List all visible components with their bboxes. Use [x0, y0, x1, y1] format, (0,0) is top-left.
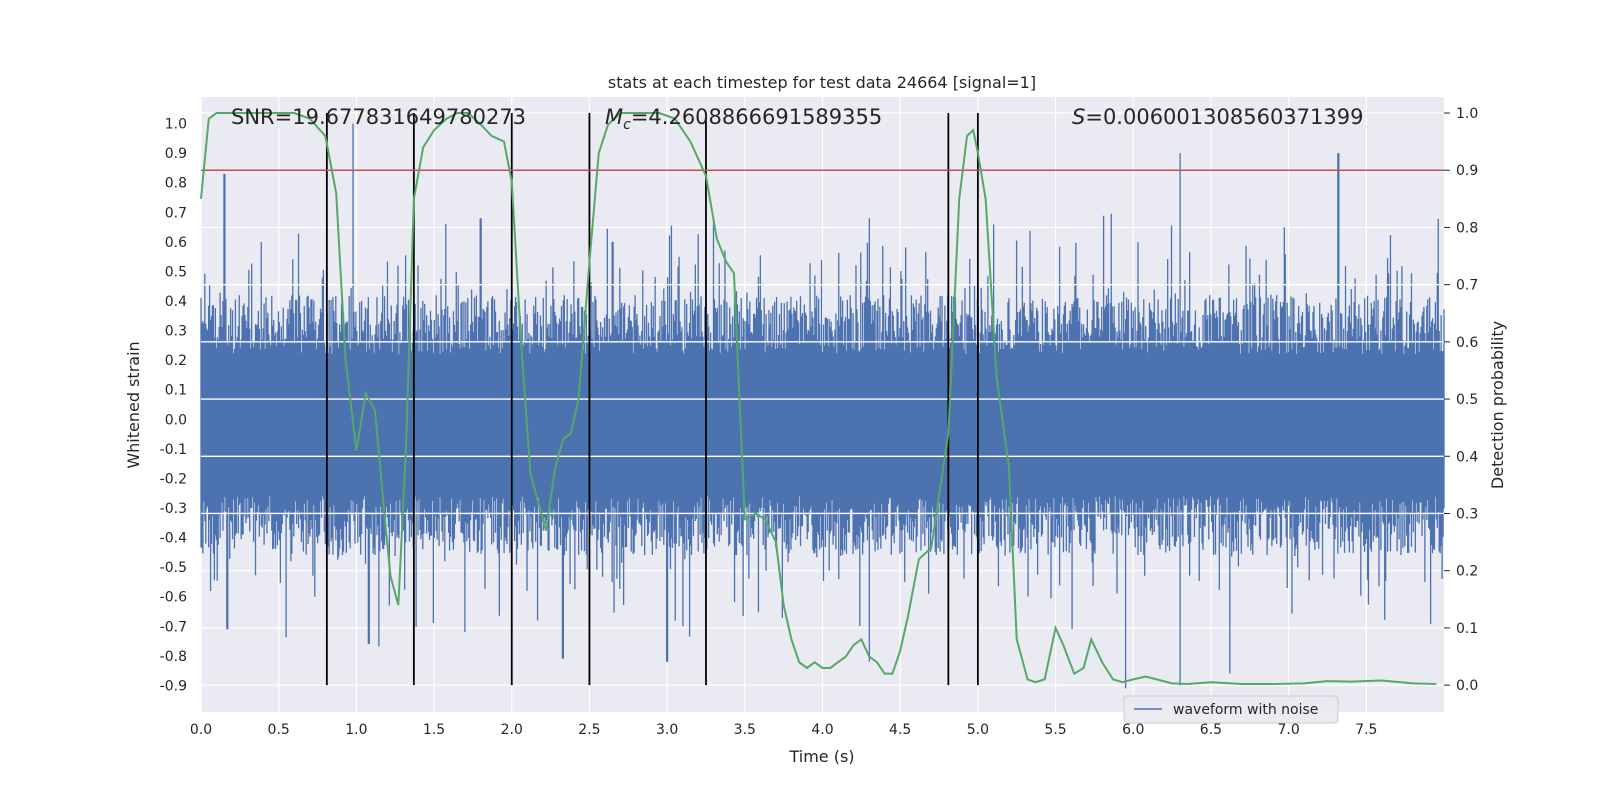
legend-label: waveform with noise: [1173, 702, 1318, 718]
y2-tick-label: 0.2: [1456, 564, 1478, 580]
detection-probability-line: [200, 112, 1437, 685]
y-tick-label: 0.2: [165, 353, 187, 369]
x-axis-title: Time (s): [788, 747, 854, 766]
y-tick-label: -0.8: [160, 649, 187, 665]
y2-tick-label: 0.1: [1456, 621, 1478, 637]
mc-value: =4.2608866691589355: [631, 105, 882, 129]
y-tick-label: 0.8: [165, 176, 187, 192]
x-tick-label: 2.0: [501, 722, 523, 738]
y-tick-label: 0.3: [165, 324, 187, 340]
y-tick-label: -0.3: [160, 501, 187, 517]
s-value: =0.006001308560371399: [1085, 105, 1363, 129]
y2-tick-label: 0.0: [1456, 678, 1478, 694]
y-tick-label: 0.7: [165, 205, 187, 221]
legend-box: [1123, 695, 1339, 724]
x-tick-label: 4.5: [889, 722, 911, 738]
x-tick-label: 4.0: [811, 722, 833, 738]
x-tick-label: 0.0: [190, 722, 212, 738]
y2-tick-label: 0.5: [1456, 392, 1478, 408]
x-tick-label: 5.5: [1044, 722, 1066, 738]
detection-probability-series: [200, 112, 1437, 685]
y2-axis-title: Detection probability: [1488, 321, 1507, 489]
y-tick-label: 0.9: [165, 146, 187, 162]
x-axis: 0.0 0.5 1.0 1.5 2.0 2.5 3.0 3.5 4.0 4.5 5.0 5.5 6.0 6…: [190, 722, 1378, 738]
y2-tick-label: 0.3: [1456, 506, 1478, 522]
x-tick-label: 6.0: [1122, 722, 1144, 738]
s-symbol: S: [1072, 105, 1085, 129]
y-tick-label: 0.1: [165, 383, 187, 399]
y-tick-label: -0.5: [160, 560, 187, 576]
legend: waveform with noise: [1123, 695, 1339, 724]
x-tick-label: 0.5: [268, 722, 290, 738]
y-tick-label: 1.0: [165, 117, 187, 133]
right-axis: 1.0 0.9 0.8 0.7 0.6 0.5 0.4 0.3 0.2 0.1 0.0: [1444, 106, 1478, 694]
waveform-with-noise: [200, 123, 1445, 689]
s-annotation: S=0.006001308560371399: [1072, 105, 1363, 129]
mc-symbol: M: [605, 105, 623, 129]
x-tick-label: 3.0: [656, 722, 678, 738]
y-tick-label: -0.6: [160, 590, 187, 606]
x-tick-label: 7.5: [1355, 722, 1377, 738]
chirp-mass-annotation: Mc=4.2608866691589355: [605, 105, 882, 133]
y-tick-label: -0.2: [160, 471, 187, 487]
mc-subscript: c: [623, 117, 631, 133]
snr-annotation: SNR=19.677831649780273: [231, 105, 526, 129]
y2-tick-label: 0.6: [1456, 335, 1478, 351]
y-tick-label: -0.9: [160, 678, 187, 694]
y-tick-label: 0.5: [165, 264, 187, 280]
chart-title: stats at each timestep for test data 246…: [608, 73, 1036, 92]
x-tick-label: 3.5: [734, 722, 756, 738]
y-tick-label: 0.4: [165, 294, 187, 310]
y-tick-label: -0.1: [160, 442, 187, 458]
y-axis-title: Whitened strain: [124, 341, 143, 468]
y2-tick-label: 0.8: [1456, 220, 1478, 236]
x-tick-label: 2.5: [578, 722, 600, 738]
y2-tick-label: 0.9: [1456, 163, 1478, 179]
x-tick-label: 1.0: [345, 722, 367, 738]
y-tick-label: -0.4: [160, 531, 187, 547]
x-tick-label: 1.5: [423, 722, 445, 738]
y2-tick-label: 0.4: [1456, 449, 1478, 465]
y-tick-label: 0.0: [165, 412, 187, 428]
waveform-series: [200, 123, 1445, 689]
x-tick-label: 6.5: [1200, 722, 1222, 738]
y2-tick-label: 1.0: [1456, 106, 1478, 122]
y2-tick-label: 0.7: [1456, 278, 1478, 294]
x-tick-label: 5.0: [967, 722, 989, 738]
y-tick-label: 0.6: [165, 235, 187, 251]
y-tick-label: -0.7: [160, 619, 187, 635]
x-tick-label: 7.0: [1277, 722, 1299, 738]
left-axis: 1.0 0.9 0.8 0.7 0.6 0.5 0.4 0.3 0.2 0.1 0.0 -0.1 -0.…: [160, 117, 187, 695]
